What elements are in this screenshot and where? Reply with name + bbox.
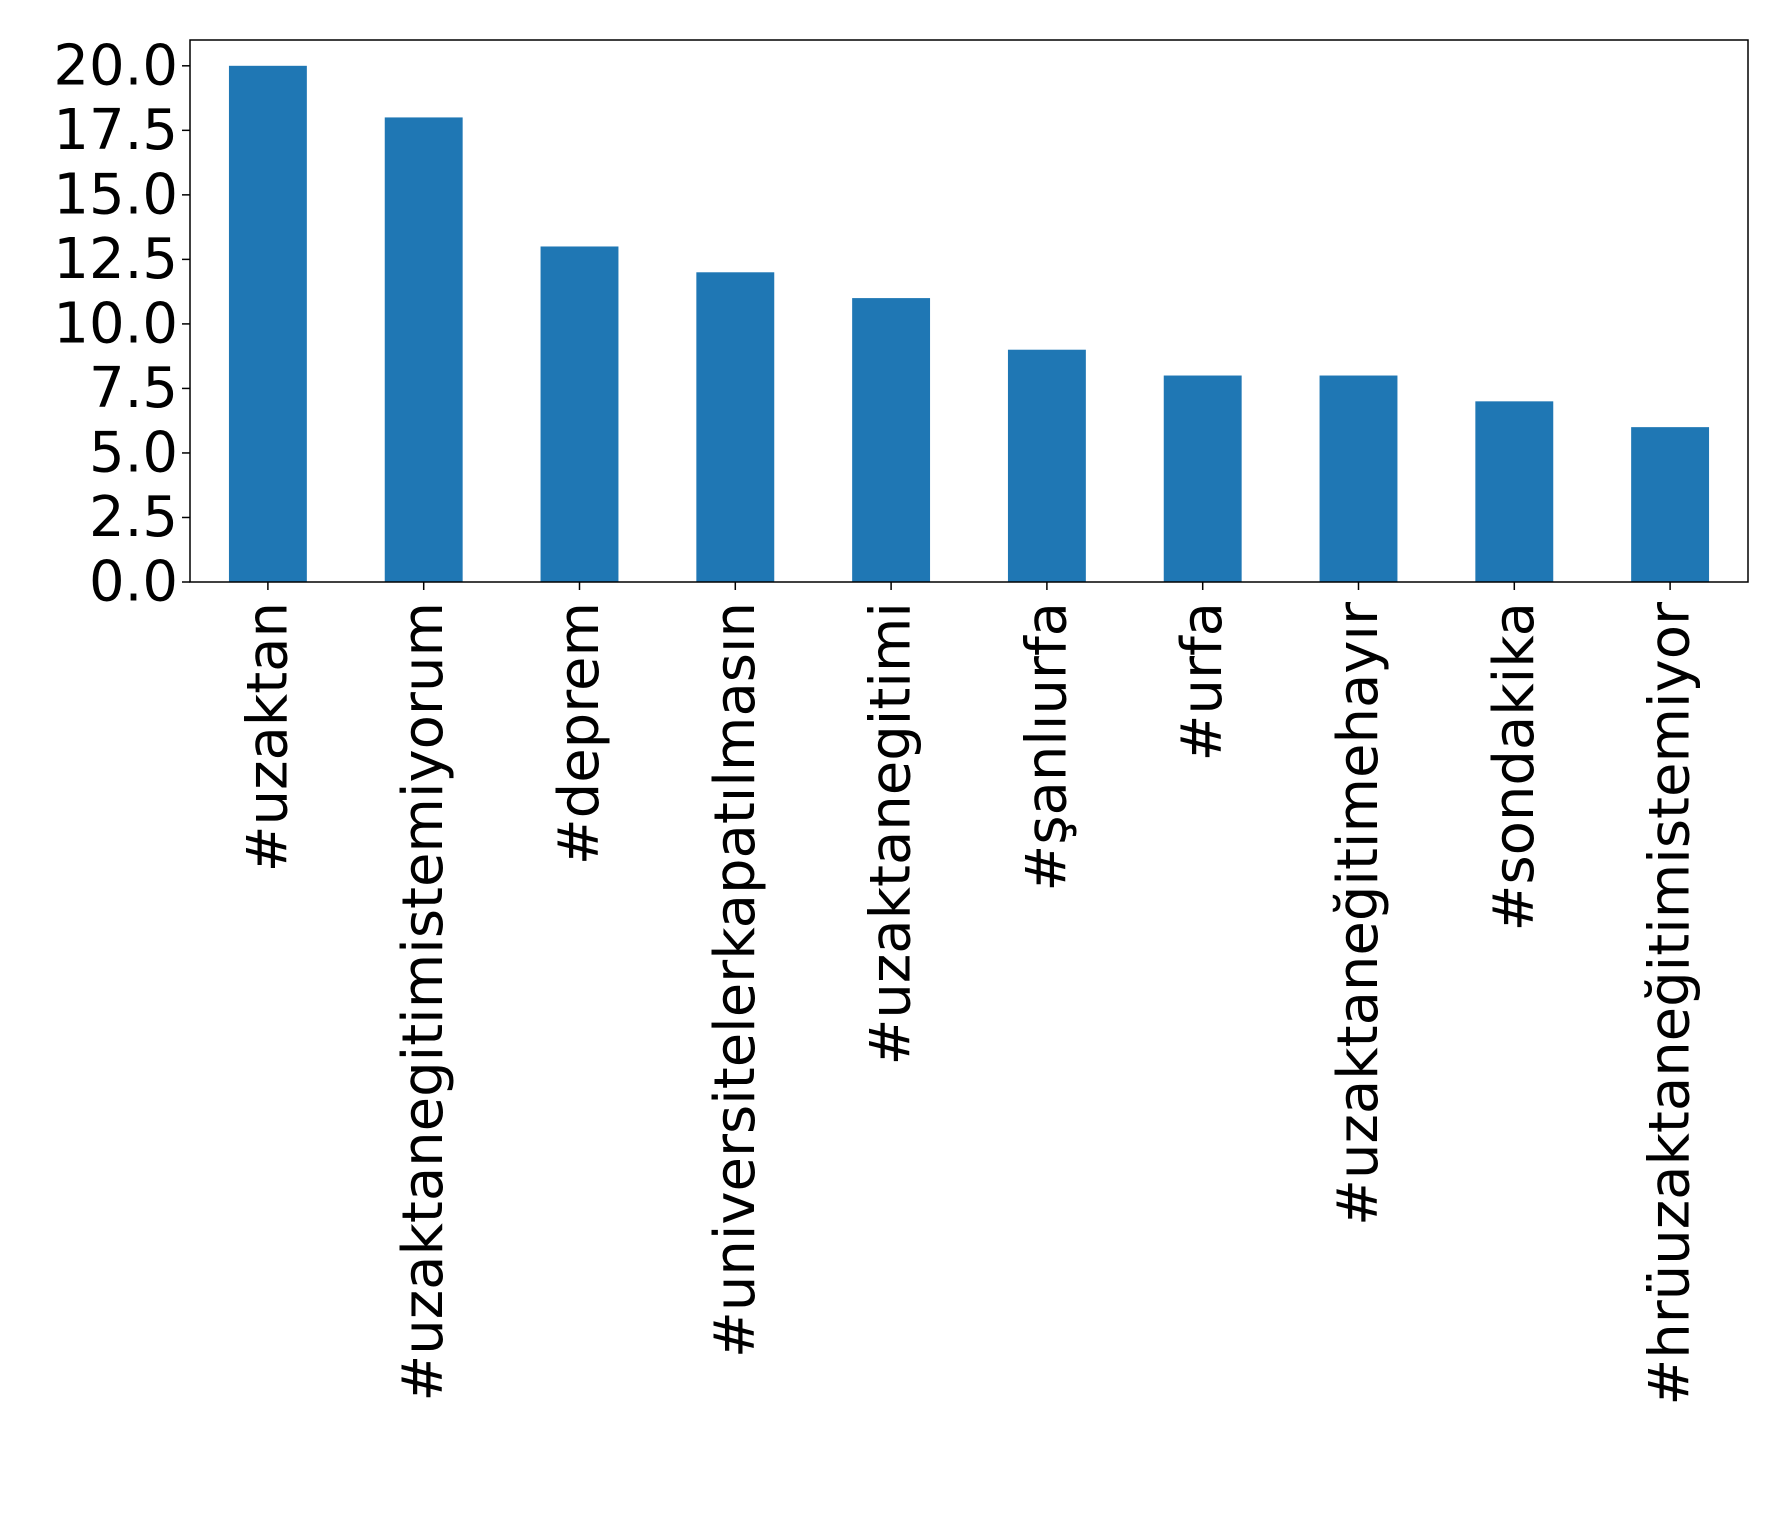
bars-group	[228, 65, 1710, 583]
y-axis: 0.02.55.07.510.012.515.017.520.0	[53, 33, 190, 615]
bar	[228, 65, 307, 583]
x-tick-label: #urfa	[1170, 602, 1235, 761]
x-axis: #uzaktan #uzaktanegitimistemiyorum #deprem…	[235, 582, 1703, 1406]
bar	[1475, 401, 1554, 582]
y-tick-label: 5.0	[89, 420, 178, 485]
x-tick-label: #uzaktanegitimistemiyorum	[391, 602, 456, 1402]
x-tick-label: #sondakika	[1482, 602, 1547, 931]
y-tick-label: 7.5	[89, 356, 178, 421]
y-tick-label: 0.0	[89, 550, 178, 615]
plot-frame	[189, 39, 1749, 583]
y-tick-label: 17.5	[53, 98, 178, 163]
y-tick-label: 2.5	[89, 485, 178, 550]
bar	[1007, 349, 1086, 582]
x-tick-label: #şanlıurfa	[1014, 602, 1079, 892]
x-tick-label: #deprem	[547, 602, 612, 865]
x-tick-label: #hrüuzaktaneğitimistemiyor	[1638, 601, 1703, 1406]
y-tick-label: 12.5	[53, 227, 178, 292]
x-tick-label: #uzaktan	[235, 602, 300, 872]
x-tick-label: #uzaktanegitimi	[859, 602, 924, 1066]
x-tick-label: #universitelerkapatılmasın	[703, 602, 768, 1358]
bar	[1631, 427, 1710, 582]
y-tick-label: 15.0	[53, 162, 178, 227]
bar	[384, 117, 463, 582]
bar	[540, 246, 619, 582]
x-tick-label: #uzaktaneğitimehayır	[1326, 601, 1391, 1226]
y-tick-label: 20.0	[53, 33, 178, 98]
bar	[696, 272, 775, 582]
y-tick-label: 10.0	[53, 291, 178, 356]
bar	[852, 298, 931, 582]
bar	[1163, 375, 1242, 582]
bar	[1319, 375, 1398, 582]
